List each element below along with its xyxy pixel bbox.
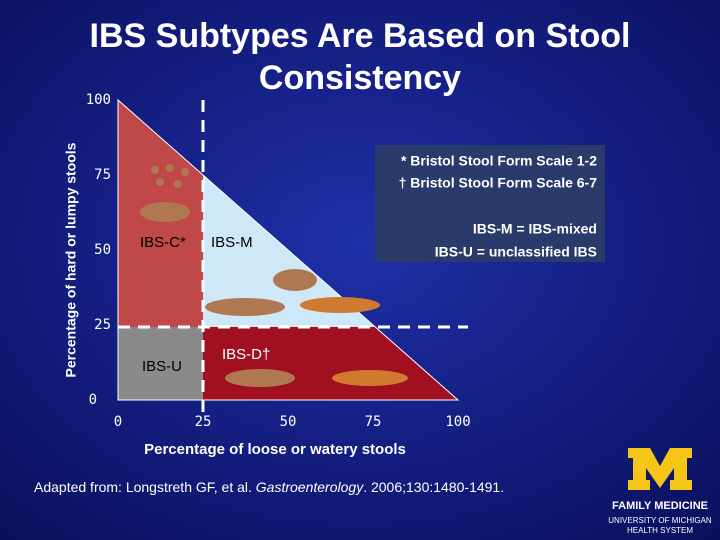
x-axis-label: Percentage of loose or watery stools (144, 441, 406, 458)
logo-name: FAMILY MEDICINE (612, 500, 708, 512)
x-tick-label: 0 (114, 414, 122, 430)
x-tick-label: 50 (280, 414, 297, 430)
note: IBS-U = unclassified IBS (435, 244, 597, 260)
y-tick-label: 100 (86, 92, 111, 108)
region-label: IBS-D† (222, 346, 270, 363)
citation-text: . 2006;130:1480-1491. (363, 479, 504, 495)
x-tick-label: 25 (195, 414, 212, 430)
title-line-2: Consistency (259, 59, 461, 97)
note: * Bristol Stool Form Scale 1-2 (401, 153, 597, 169)
note: † Bristol Stool Form Scale 6-7 (399, 175, 598, 191)
y-tick-label: 25 (94, 317, 111, 333)
title-line-1: IBS Subtypes Are Based on Stool (90, 17, 631, 55)
citation-text: Adapted from: Longstreth GF, et al. (34, 479, 256, 495)
region-label: IBS-M (211, 234, 253, 251)
stool-images (140, 164, 408, 387)
triangle-outline (117, 98, 460, 401)
citation: Adapted from: Longstreth GF, et al. Gast… (34, 479, 504, 495)
citation-journal: Gastroenterology (256, 479, 364, 495)
logo-line: HEALTH SYSTEM (627, 526, 693, 535)
notes-box (375, 145, 605, 262)
y-tick-label: 50 (94, 242, 111, 258)
region-label: IBS-U (142, 358, 182, 375)
y-tick-label: 75 (94, 167, 111, 183)
x-tick-label: 75 (365, 414, 382, 430)
y-axis-label: Percentage of hard or lumpy stools (63, 142, 79, 377)
y-tick-label: 0 (89, 392, 97, 408)
ibs-u-region (118, 327, 203, 400)
logo-line: UNIVERSITY OF MICHIGAN (608, 516, 712, 525)
x-tick-label: 100 (445, 414, 470, 430)
note: IBS-M = IBS-mixed (473, 221, 597, 237)
logo-m (628, 448, 692, 490)
region-label: IBS-C* (140, 234, 186, 251)
